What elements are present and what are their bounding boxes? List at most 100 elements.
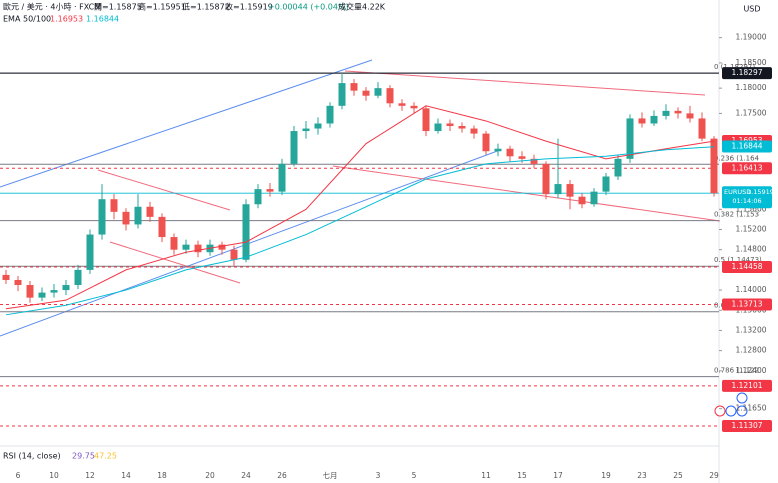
y-tick-label: 1.19000 xyxy=(735,33,766,42)
x-tick-label: 23 xyxy=(637,471,647,480)
candle-body xyxy=(170,237,178,250)
price-badge xyxy=(722,186,772,209)
candle-body xyxy=(410,105,418,109)
y-tick-label: 1.14000 xyxy=(735,285,766,294)
candle-body xyxy=(686,113,694,119)
ema-badge-label: 1.16953 xyxy=(731,136,762,145)
x-tick-label: 26 xyxy=(277,471,287,480)
x-tick-label: 19 xyxy=(601,471,611,480)
candle-body xyxy=(614,158,622,177)
candle-body xyxy=(74,269,82,286)
candle-body xyxy=(278,163,286,192)
level-badge-label: 1.18297 xyxy=(731,68,762,77)
candle-body xyxy=(506,148,514,157)
candle-body xyxy=(398,103,406,106)
y-tick-label: 1.14800 xyxy=(735,245,766,254)
candle-body xyxy=(638,118,646,124)
x-tick-label: 24 xyxy=(241,471,251,480)
candle-body xyxy=(494,148,502,152)
candle-body xyxy=(542,163,550,195)
x-tick-label: 3 xyxy=(376,471,381,480)
tool-icons[interactable] xyxy=(714,392,748,417)
level-badge xyxy=(722,260,772,273)
candle-body xyxy=(86,234,94,270)
icon[interactable] xyxy=(736,405,748,417)
down-channel-upper xyxy=(344,70,706,96)
ema-label: EMA 50/100 xyxy=(3,15,51,24)
candle-body xyxy=(266,189,274,192)
y-tick-label: 1.13200 xyxy=(735,325,766,334)
candle-body xyxy=(374,88,382,96)
candle-body xyxy=(14,279,22,286)
low: 低=1.15872 xyxy=(182,2,230,12)
level-badge-label: 1.14458 xyxy=(731,262,762,271)
y-tick-label: 1.12800 xyxy=(735,346,766,355)
candle-body xyxy=(38,292,46,298)
candle-body xyxy=(578,196,586,205)
x-tick-label: 14 xyxy=(121,471,131,480)
level-badge xyxy=(722,162,772,175)
icon[interactable] xyxy=(736,392,748,404)
candle-body xyxy=(458,126,466,129)
candle-body xyxy=(50,290,58,293)
candle-body xyxy=(182,244,190,250)
ema-legend-value: 1.16953 xyxy=(50,15,83,24)
candle-body xyxy=(62,285,70,291)
rsi-label: RSI (14, close) xyxy=(3,452,61,461)
y-tick-label: 1.18000 xyxy=(735,83,766,92)
y-tick-label: 1.15200 xyxy=(735,224,766,233)
candle-body xyxy=(122,211,130,225)
channel-lower xyxy=(0,149,501,337)
level-badge xyxy=(722,420,772,433)
candle-body xyxy=(422,108,430,132)
candle-body xyxy=(530,158,538,164)
candle-body xyxy=(386,88,394,104)
currency: USD xyxy=(743,5,760,14)
candle-body xyxy=(650,115,658,124)
channel-upper xyxy=(0,59,373,188)
candle-body xyxy=(326,105,334,124)
candle-body xyxy=(110,199,118,212)
x-tick-label: 25 xyxy=(673,471,683,480)
open: 開=1.15875 xyxy=(94,3,142,12)
level-badge xyxy=(722,379,772,392)
candle-body xyxy=(698,118,706,139)
candle-body xyxy=(194,244,202,253)
candle-body xyxy=(26,285,34,298)
y-tick-label: 1.11650 xyxy=(735,404,766,413)
level-badge-label: 1.12101 xyxy=(731,381,762,390)
x-tick-label: 12 xyxy=(85,471,95,480)
level-badge xyxy=(722,298,772,311)
candle-body xyxy=(566,184,574,197)
candle-body xyxy=(626,118,634,159)
candle-body xyxy=(242,204,250,260)
candle-body xyxy=(674,110,682,114)
fib-label: 0.382 (1.153 xyxy=(714,211,759,219)
x-tick-label: 29 xyxy=(709,471,719,480)
price-countdown: 01:14:06 xyxy=(732,197,761,205)
candle-body xyxy=(218,244,226,250)
candle-body xyxy=(98,199,106,235)
candle-body xyxy=(590,191,598,205)
candle-body xyxy=(518,156,526,159)
x-tick-label: 5 xyxy=(412,471,417,480)
fib-label: 0.236 (1.164 xyxy=(714,154,760,162)
candle-body xyxy=(2,274,10,280)
candle-body xyxy=(338,83,346,106)
ema-line xyxy=(5,146,715,316)
candle-body xyxy=(146,206,154,217)
x-tick-label: 10 xyxy=(49,471,59,480)
candle-body xyxy=(482,133,490,152)
icon[interactable] xyxy=(725,405,737,417)
x-tick-label: 18 xyxy=(157,471,167,480)
rsi-value: 47.25 xyxy=(94,452,117,461)
y-tick-label: 1.18500 xyxy=(735,58,766,67)
x-tick-label: 11 xyxy=(481,471,491,480)
level-badge xyxy=(722,67,772,80)
ema-badge-label: 1.16844 xyxy=(731,142,762,151)
symbol: 歐元 / 美元 · 4小時 · FXCM xyxy=(3,2,101,12)
candle-body xyxy=(158,216,166,238)
flag-lower xyxy=(109,241,241,284)
icon[interactable] xyxy=(714,405,726,417)
